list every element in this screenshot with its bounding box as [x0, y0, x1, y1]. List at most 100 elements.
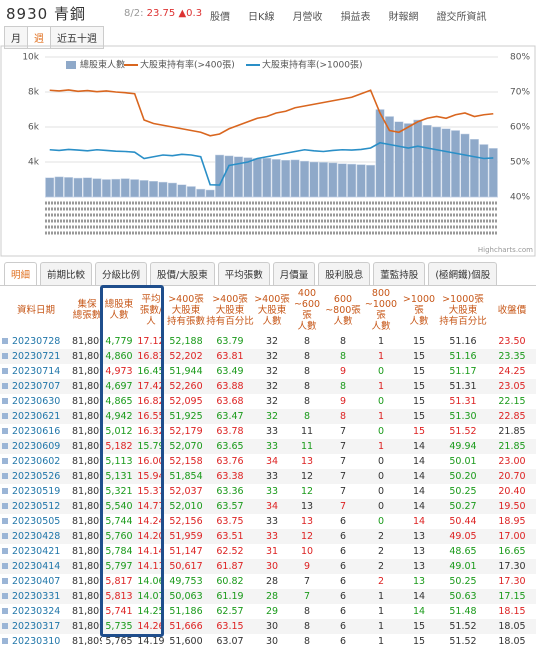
date-cell: 20230324: [0, 604, 72, 619]
table-cell: 32: [265, 336, 279, 347]
table-cell: 50.63: [438, 589, 488, 604]
table-cell: 7: [339, 426, 347, 437]
table-cell: 2: [377, 546, 385, 557]
table-cell: 50.20: [438, 469, 488, 484]
date-cell: 20230428: [0, 529, 72, 544]
table-cell: 33: [265, 426, 279, 437]
table-row: 20230519 81,809 5,321 15.37 52,037 63.36 33 12 7…: [0, 484, 536, 499]
nav-link[interactable]: 股價: [210, 12, 230, 23]
table-cell: 51,147: [169, 546, 203, 557]
table-tab[interactable]: 股價/大股東: [150, 262, 215, 285]
table-cell: 8: [324, 349, 362, 364]
table-cell: 22.85: [488, 409, 536, 424]
table-cell: 15: [400, 409, 438, 424]
header-line: ~600張: [293, 299, 321, 321]
legend-swatch: [66, 61, 76, 69]
table-cell: 51.31: [438, 379, 488, 394]
table-cell: 1: [362, 409, 400, 424]
legend-label: 總股東人數: [80, 59, 125, 71]
table-tab[interactable]: 分級比例: [95, 262, 148, 285]
nav-link[interactable]: 損益表: [340, 12, 371, 23]
header-line: 集保: [77, 299, 97, 310]
bar: [347, 163, 357, 198]
table-cell: 81,809: [72, 529, 102, 544]
table-row: 20230621 81,809 4,942 16.55 51,925 63.47 32 8 8 1…: [0, 409, 536, 424]
table-cell: 49.94: [438, 439, 488, 454]
column-header: 收盤價: [488, 286, 536, 335]
table-cell: 17.30: [498, 576, 526, 587]
table-cell: 5,182: [102, 439, 136, 454]
table-cell: 33: [265, 486, 279, 497]
bar: [215, 154, 225, 198]
table-cell: 24.25: [498, 366, 526, 377]
table-tab[interactable]: 前期比較: [40, 262, 93, 285]
header-line: >400張: [254, 293, 290, 305]
table-cell: 50.01: [449, 456, 477, 467]
header: 8930 青鋼 8/2: 23.75 ▲0.3 股價 日K線 月營收 損益表 財報網 證交…: [0, 0, 536, 24]
bar: [460, 133, 470, 198]
table-cell: 16.32: [137, 426, 165, 437]
table-cell: 8: [290, 619, 324, 634]
table-cell: 50.27: [438, 499, 488, 514]
table-row: 20230414 81,809 5,797 14.11 50,617 61.87 30 9 6 2…: [0, 559, 536, 574]
table-cell: 51,600: [169, 636, 203, 647]
table-cell: 52,095: [169, 396, 203, 407]
bar: [120, 178, 130, 198]
table-cell: 63.36: [216, 486, 244, 497]
nav-link[interactable]: 財報網: [388, 12, 419, 23]
table-cell: 8: [303, 606, 311, 617]
date: 20230721: [12, 351, 61, 362]
table-cell: 81,809: [72, 336, 102, 347]
nav-link[interactable]: 日K線: [248, 12, 275, 23]
period-tab[interactable]: 近五十週: [50, 26, 104, 49]
bar: [290, 159, 300, 198]
table-row: 20230407 81,809 5,817 14.06 49,753 60.82 28 7 6 2…: [0, 574, 536, 589]
date: 20230714: [12, 366, 61, 377]
table-cell: 23.50: [498, 336, 526, 347]
table-tab[interactable]: (極網鐵)個股: [428, 262, 498, 285]
nav-link[interactable]: 月營收: [292, 12, 323, 23]
header-line: 持有張數: [166, 315, 205, 327]
nav-link[interactable]: 證交所資訊: [436, 12, 487, 23]
row-marker: [2, 383, 8, 389]
table-row: 20230602 81,809 5,113 16.00 52,158 63.76 34 13 7…: [0, 454, 536, 469]
bar: [130, 179, 140, 198]
highlight-box: [100, 285, 164, 637]
table-cell: 81,809: [72, 396, 102, 407]
header-line: 人數: [262, 315, 282, 327]
date: 20230602: [12, 456, 61, 467]
table-row: 20230421 81,809 5,784 14.14 51,147 62.52 31 10 6…: [0, 544, 536, 559]
date: 20230324: [12, 606, 61, 617]
table-cell: 63.76: [216, 456, 244, 467]
table-cell: 6: [324, 529, 362, 544]
table-cell: 17.12: [137, 336, 165, 347]
table-cell: 81,809: [72, 619, 102, 634]
y2-tick-label: 50%: [510, 158, 530, 168]
links: 股價 日K線 月營收 損益表 財報網 證交所資訊: [210, 8, 487, 23]
table-cell: 18.15: [498, 606, 526, 617]
table-tab[interactable]: 董監持股: [373, 262, 426, 285]
table-tab[interactable]: 月價量: [272, 262, 316, 285]
header-line: 大股東: [257, 304, 287, 316]
table-cell: 52,070: [166, 439, 206, 454]
table-cell: 63.38: [206, 469, 254, 484]
table-cell: 15: [400, 379, 438, 394]
table-cell: 15.79: [136, 439, 166, 454]
table-cell: 33: [254, 469, 290, 484]
table-cell: 5,741: [105, 606, 133, 617]
table-tab[interactable]: 平均張數: [217, 262, 270, 285]
table-cell: 8: [339, 336, 347, 347]
y2-tick-label: 40%: [510, 193, 530, 203]
table-cell: 51.48: [449, 606, 477, 617]
column-header: 集保 總張數: [72, 286, 102, 335]
bar: [224, 155, 234, 198]
table-tab[interactable]: 股利股息: [318, 262, 371, 285]
table-cell: 6: [339, 546, 347, 557]
header-line: ~800張: [325, 304, 361, 316]
table-cell: 60.82: [216, 576, 244, 587]
table-cell: 15: [412, 396, 426, 407]
table-tab[interactable]: 明細: [4, 262, 38, 285]
table-cell: 51.16: [438, 349, 488, 364]
table-cell: 63.07: [216, 636, 244, 647]
table-row: 20230310 81,809 5,765 14.19 51,600 63.07 30 8 6 1…: [0, 634, 536, 649]
